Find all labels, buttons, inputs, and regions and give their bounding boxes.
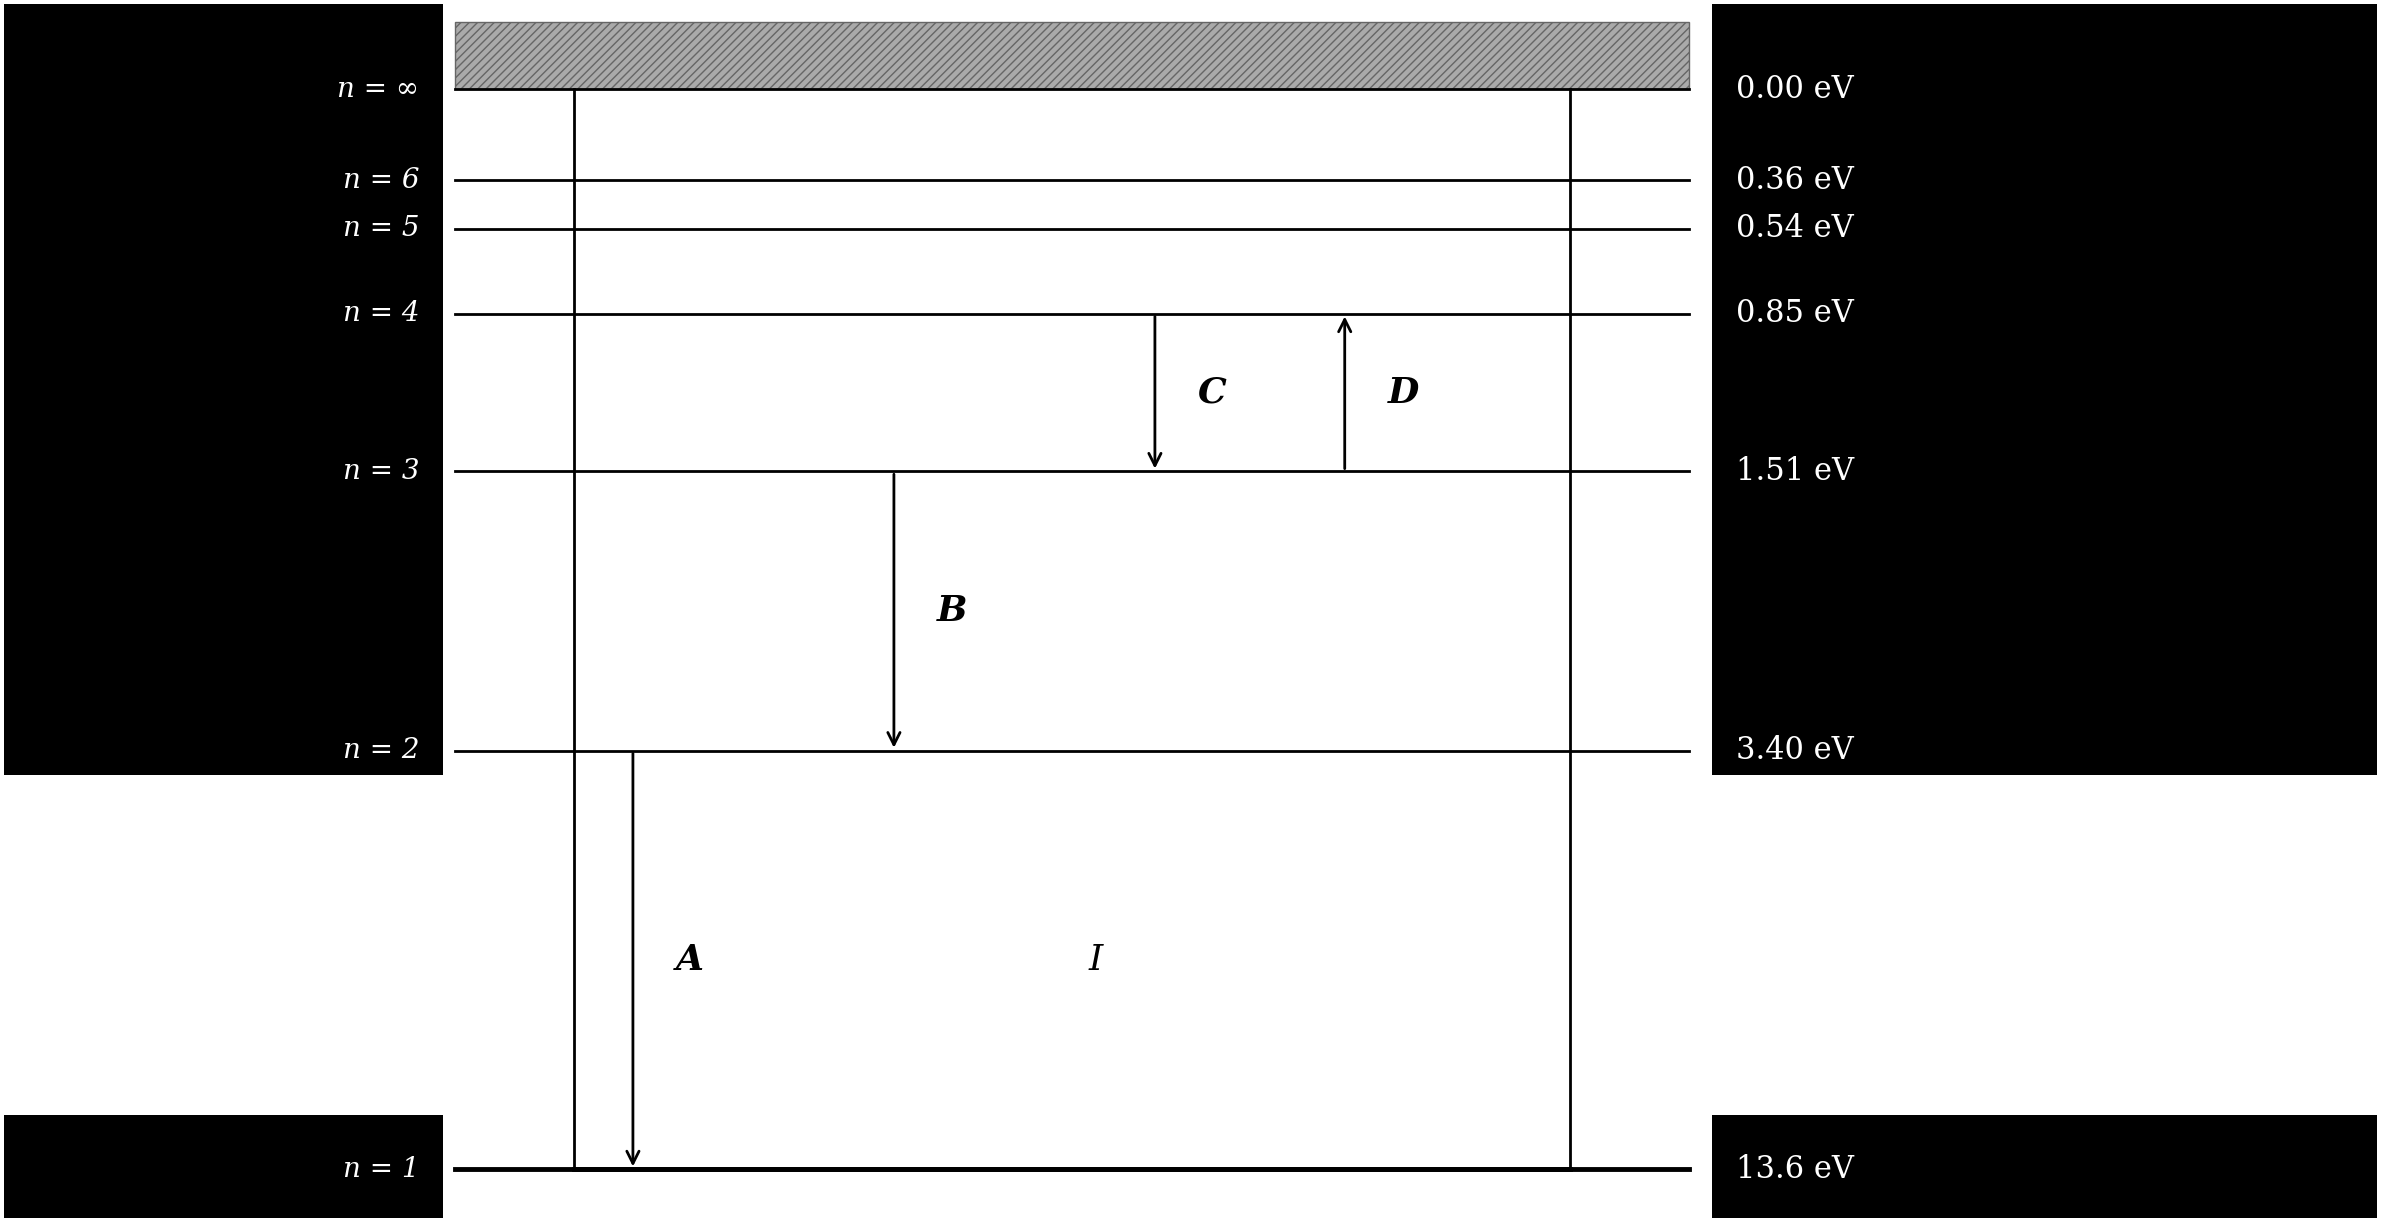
Text: n = 3: n = 3 <box>343 458 419 485</box>
Bar <box>5 253 443 775</box>
Text: B: B <box>936 594 967 628</box>
Text: 0.36 eV: 0.36 eV <box>1736 165 1855 196</box>
Text: 3.40 eV: 3.40 eV <box>1736 736 1855 766</box>
Bar <box>5 4 443 253</box>
Bar <box>5 1114 443 1222</box>
Text: 0.54 eV: 0.54 eV <box>1736 213 1855 244</box>
Bar <box>1712 253 2376 775</box>
Text: 0.85 eV: 0.85 eV <box>1736 298 1855 329</box>
Text: 0.00 eV: 0.00 eV <box>1736 73 1855 105</box>
Bar <box>455 22 1688 89</box>
Text: I: I <box>1088 943 1102 976</box>
Bar <box>1712 1114 2376 1222</box>
Text: 13.6 eV: 13.6 eV <box>1736 1154 1855 1185</box>
Text: C: C <box>1198 375 1226 409</box>
Text: 1.51 eV: 1.51 eV <box>1736 456 1855 486</box>
Text: n = ∞: n = ∞ <box>338 76 419 103</box>
Text: n = 5: n = 5 <box>343 215 419 242</box>
Text: n = 6: n = 6 <box>343 166 419 193</box>
Text: n = 4: n = 4 <box>343 301 419 327</box>
Text: n = 2: n = 2 <box>343 737 419 764</box>
Bar <box>1712 4 2376 253</box>
Text: A: A <box>676 943 705 976</box>
Text: n = 1: n = 1 <box>343 1156 419 1183</box>
Text: D: D <box>1388 375 1419 409</box>
